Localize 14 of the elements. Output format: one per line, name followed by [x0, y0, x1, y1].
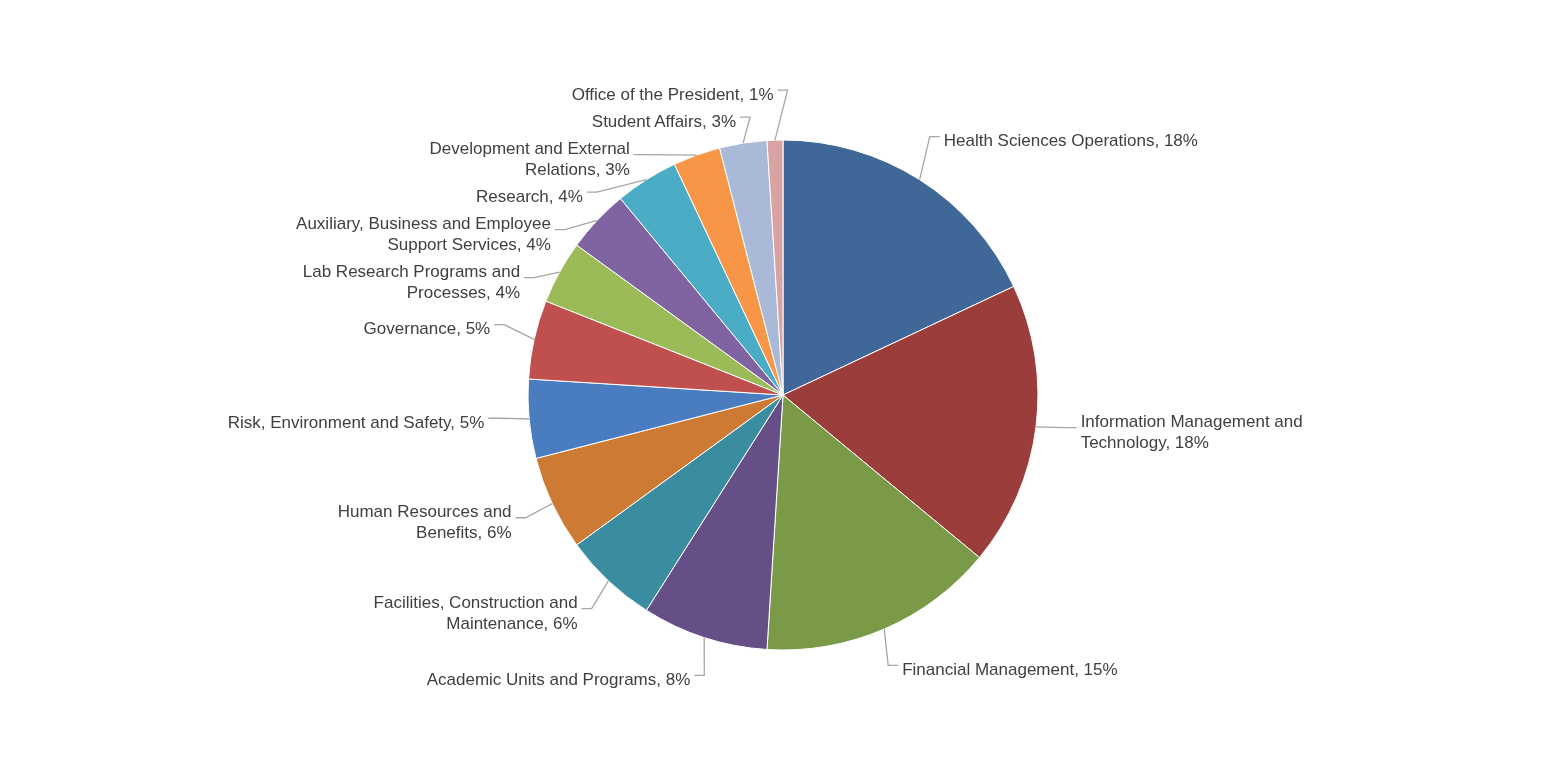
- slice-label: Academic Units and Programs, 8%: [426, 669, 691, 689]
- slice-label: Financial Management, 15%: [902, 659, 1118, 679]
- slice-label: Facilities, Construction and Maintenance, 6%: [373, 592, 578, 633]
- slice-label: Auxiliary, Business and Employee Support Services, 4%: [296, 213, 551, 254]
- slice-label: Development and External Relations, 3%: [429, 138, 630, 179]
- slice-label: Student Affairs, 3%: [591, 111, 737, 131]
- slice-label: Human Resources and Benefits, 6%: [337, 501, 512, 542]
- slice-label: Information Management and Technology, 18%: [1080, 411, 1303, 452]
- slice-label: Research, 4%: [476, 186, 583, 206]
- slice-label: Office of the President, 1%: [571, 84, 774, 104]
- slice-label: Lab Research Programs and Processes, 4%: [302, 261, 521, 302]
- slice-label: Health Sciences Operations, 18%: [943, 131, 1198, 151]
- slice-label: Risk, Environment and Safety, 5%: [227, 412, 485, 432]
- slice-label: Governance, 5%: [363, 319, 491, 339]
